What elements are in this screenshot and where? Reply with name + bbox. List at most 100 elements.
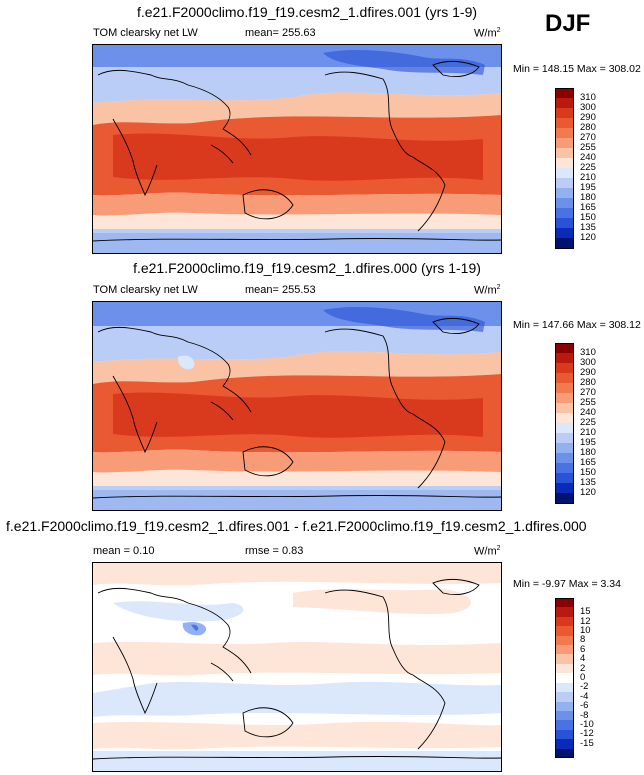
colorbar-label: 180 xyxy=(580,447,596,458)
colorbar-label: 300 xyxy=(580,102,596,113)
colorbar-swatch xyxy=(555,188,574,199)
colorbar-label: 120 xyxy=(580,232,596,243)
colorbar-swatch xyxy=(555,739,574,750)
colorbar-label: 300 xyxy=(580,357,596,368)
colorbar-label: 6 xyxy=(580,643,586,655)
colorbar-label: 290 xyxy=(580,367,596,378)
colorbar-swatch xyxy=(555,654,574,665)
colorbar-swatch xyxy=(555,168,574,179)
colorbar-label: 180 xyxy=(580,192,596,203)
colorbar-label: 150 xyxy=(580,467,596,478)
colorbar-swatch xyxy=(555,616,574,627)
colorbar-swatch xyxy=(555,729,574,740)
colorbar-label: -2 xyxy=(580,681,589,693)
panel-3-units: W/m2 xyxy=(474,545,501,558)
panel-2-map xyxy=(92,301,502,511)
colorbar-swatch xyxy=(555,373,574,384)
colorbar-label: 240 xyxy=(580,407,596,418)
colorbar-swatch xyxy=(555,443,574,454)
panel-3-map-svg xyxy=(93,563,501,771)
panel-1-colorbar: 310 300 290 280 270 255 240 225 210 195 180 165 150 1… xyxy=(555,88,615,250)
colorbar-swatch xyxy=(555,138,574,149)
colorbar-label: 210 xyxy=(580,427,596,438)
colorbar-swatch xyxy=(555,692,574,703)
colorbar-swatch xyxy=(555,228,574,239)
colorbar-label: -10 xyxy=(580,719,594,731)
colorbar-label: 0 xyxy=(580,672,586,683)
panel-3-title: f.e21.F2000climo.f19_f19.cesm2_1.dfires.… xyxy=(6,518,587,534)
colorbar-swatch xyxy=(555,635,574,646)
colorbar-swatch xyxy=(555,682,574,693)
colorbar-label: 195 xyxy=(580,182,596,193)
colorbar-swatch xyxy=(555,645,574,655)
colorbar-swatch xyxy=(555,748,574,759)
colorbar-swatch xyxy=(555,483,574,494)
colorbar-swatch xyxy=(555,128,574,139)
colorbar-label: 8 xyxy=(580,634,586,646)
colorbar-swatch xyxy=(555,88,574,99)
colorbar-label: 135 xyxy=(580,222,596,233)
panel-3-rmse-label: rmse = 0.83 xyxy=(245,545,304,557)
colorbar-swatch xyxy=(555,218,574,229)
panel-1-map xyxy=(92,44,502,254)
colorbar-swatch xyxy=(555,710,574,721)
colorbar-label: 290 xyxy=(580,112,596,123)
colorbar-label: 2 xyxy=(580,662,586,674)
colorbar-swatch xyxy=(555,208,574,219)
colorbar-swatch xyxy=(555,238,574,249)
colorbar-label: 120 xyxy=(580,487,596,498)
colorbar-swatch xyxy=(555,473,574,484)
panel-1-minmax: Min = 148.15 Max = 308.02 xyxy=(513,63,641,75)
colorbar-swatch xyxy=(555,383,574,394)
colorbar-swatch xyxy=(555,433,574,444)
colorbar-swatch xyxy=(555,453,574,464)
colorbar-swatch xyxy=(555,178,574,189)
panel-2-map-svg xyxy=(93,302,501,510)
colorbar-label: 150 xyxy=(580,212,596,223)
colorbar-label: 10 xyxy=(580,624,591,636)
panel-3-minmax: Min = -9.97 Max = 3.34 xyxy=(513,578,621,590)
colorbar-label: 255 xyxy=(580,142,596,153)
colorbar-label: 4 xyxy=(580,653,586,665)
colorbar-swatch xyxy=(555,463,574,474)
panel-2-variable-label: TOM clearsky net LW xyxy=(93,284,198,296)
colorbar-label: 280 xyxy=(580,122,596,133)
colorbar-label: 210 xyxy=(580,172,596,183)
colorbar-label: 255 xyxy=(580,397,596,408)
colorbar-swatch xyxy=(555,626,574,637)
colorbar-swatch xyxy=(555,598,574,608)
colorbar-swatch xyxy=(555,343,574,354)
colorbar-label: 310 xyxy=(580,92,596,103)
colorbar-label: 270 xyxy=(580,387,596,398)
colorbar-swatch xyxy=(555,413,574,424)
colorbar-label: 280 xyxy=(580,377,596,388)
colorbar-swatch xyxy=(555,158,574,169)
panel-2-units: W/m2 xyxy=(474,284,501,297)
colorbar-label: 225 xyxy=(580,417,596,428)
colorbar-label: 240 xyxy=(580,152,596,163)
colorbar-label: 165 xyxy=(580,202,596,213)
colorbar-label: -4 xyxy=(580,690,589,702)
colorbar-swatch xyxy=(555,108,574,119)
panel-1-title: f.e21.F2000climo.f19_f19.cesm2_1.dfires.… xyxy=(136,4,478,20)
colorbar-label: 270 xyxy=(580,132,596,143)
colorbar-swatch xyxy=(555,673,574,684)
panel-3-colorbar: 15 12 10 8 6 4 2 0 -2 -4 -6 -8 -10 -12 -15 xyxy=(555,598,615,760)
panel-2-mean-label: mean= 255.53 xyxy=(245,284,316,296)
panel-3-mean-label: mean = 0.10 xyxy=(93,545,155,557)
colorbar-label: 195 xyxy=(580,437,596,448)
colorbar-swatch xyxy=(555,607,574,618)
colorbar-label: 225 xyxy=(580,162,596,173)
colorbar-swatch xyxy=(555,118,574,129)
panel-1-variable-label: TOM clearsky net LW xyxy=(93,27,198,39)
panel-2-minmax: Min = 147.66 Max = 308.12 xyxy=(513,319,641,331)
season-label: DJF xyxy=(545,10,591,37)
colorbar-label: 12 xyxy=(580,615,591,627)
colorbar-label: -15 xyxy=(580,737,594,749)
colorbar-swatch xyxy=(555,353,574,364)
colorbar-label: 15 xyxy=(580,606,591,618)
colorbar-swatch xyxy=(555,720,574,731)
colorbar-label: 135 xyxy=(580,477,596,488)
panel-2-title: f.e21.F2000climo.f19_f19.cesm2_1.dfires.… xyxy=(133,260,481,276)
colorbar-swatch xyxy=(555,98,574,109)
